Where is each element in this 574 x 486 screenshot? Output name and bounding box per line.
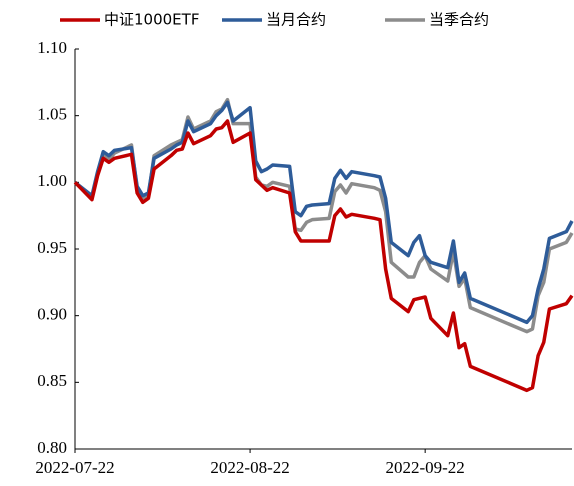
x-tick-label: 2022-07-22 xyxy=(35,458,114,477)
legend-label: 中证1000ETF xyxy=(104,11,199,29)
series-line xyxy=(73,100,574,325)
y-tick-label: 0.95 xyxy=(37,238,67,257)
series-line xyxy=(73,97,574,334)
y-tick-label: 1.00 xyxy=(37,171,67,190)
series-line xyxy=(73,119,574,393)
legend-label: 当季合约 xyxy=(429,11,489,29)
y-tick-label: 1.10 xyxy=(37,38,67,57)
x-tick-label: 2022-08-22 xyxy=(210,458,289,477)
x-tick-label: 2022-09-22 xyxy=(385,458,464,477)
y-tick-label: 0.90 xyxy=(37,305,67,324)
y-tick-label: 0.85 xyxy=(37,371,67,390)
legend-label: 当月合约 xyxy=(266,11,326,29)
y-tick-label: 0.80 xyxy=(37,438,67,457)
y-tick-label: 1.05 xyxy=(37,105,67,124)
